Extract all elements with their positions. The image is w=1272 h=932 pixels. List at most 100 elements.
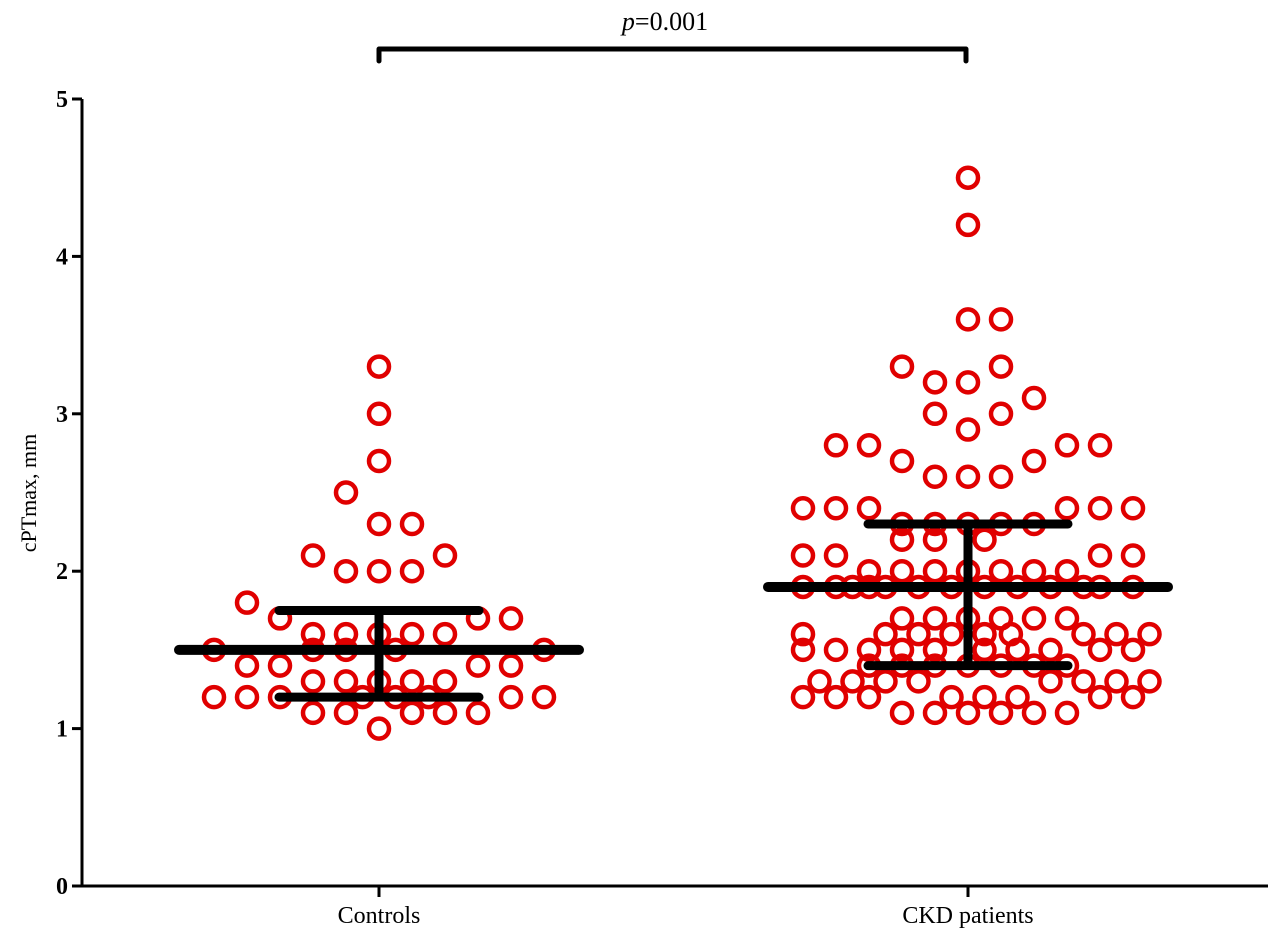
data-point: [465, 700, 491, 726]
data-point: [1120, 684, 1146, 710]
data-point: [955, 212, 981, 238]
data-point: [234, 653, 260, 678]
y-tick-label: 2: [56, 559, 68, 585]
y-tick-label: 4: [56, 244, 68, 270]
data-point: [366, 558, 392, 584]
data-point: [234, 590, 260, 615]
data-point: [201, 684, 227, 710]
data-point: [889, 637, 915, 663]
data-point: [1054, 558, 1080, 584]
data-point: [1021, 448, 1047, 474]
data-point: [531, 684, 557, 710]
summary-bars: [174, 606, 584, 702]
significance-bracket: [376, 46, 969, 64]
data-point: [399, 511, 425, 537]
data-point: [366, 354, 392, 379]
data-point: [366, 448, 392, 474]
data-point: [300, 700, 326, 726]
data-point: [807, 669, 832, 694]
y-axis-title: cPTmax, mm: [16, 434, 41, 553]
x-category-label: Controls: [338, 903, 421, 929]
data-point: [267, 653, 293, 678]
data-point: [300, 621, 326, 647]
data-point: [988, 464, 1014, 490]
data-point: [939, 684, 964, 710]
data-point: [366, 401, 392, 427]
data-point: [1071, 621, 1096, 647]
data-point: [1087, 684, 1113, 710]
data-point: [790, 684, 816, 710]
data-point: [922, 606, 948, 631]
data-point: [1104, 621, 1129, 647]
p-value-symbol: p: [620, 7, 635, 36]
summary-bars: [763, 519, 1173, 671]
data-point: [1087, 433, 1113, 458]
y-tick-label: 3: [56, 402, 68, 428]
data-point: [955, 165, 981, 190]
data-point: [1120, 543, 1146, 568]
data-point: [399, 558, 425, 584]
data-point: [972, 527, 997, 552]
data-point: [955, 700, 981, 726]
data-point: [790, 543, 816, 568]
y-tick-label: 5: [56, 87, 68, 113]
data-point: [988, 307, 1014, 332]
data-point: [1137, 621, 1162, 647]
data-point: [873, 669, 898, 694]
data-point: [1054, 606, 1080, 631]
data-point: [498, 606, 524, 631]
data-point: [856, 558, 882, 584]
data-point: [300, 543, 326, 568]
data-point: [955, 307, 981, 332]
data-point: [333, 558, 359, 584]
data-point: [1054, 495, 1080, 521]
data-point: [823, 543, 849, 568]
data-point: [498, 653, 524, 678]
data-point: [889, 354, 915, 379]
data-point: [790, 495, 816, 521]
p-value-text: =0.001: [635, 7, 708, 36]
data-point: [889, 448, 915, 474]
data-point: [790, 621, 816, 647]
data-point: [856, 433, 882, 458]
data-point: [856, 637, 882, 663]
data-point: [906, 669, 931, 694]
data-point: [1087, 495, 1113, 521]
data-point: [955, 464, 981, 490]
data-point: [1071, 669, 1096, 694]
data-point: [465, 653, 491, 678]
data-point: [906, 621, 931, 647]
data-point: [922, 558, 948, 584]
data-point: [1120, 495, 1146, 521]
data-point: [234, 684, 260, 710]
point-group: [201, 354, 557, 741]
data-point: [856, 684, 882, 710]
data-point: [333, 480, 359, 505]
data-point: [1137, 669, 1162, 694]
data-point: [823, 684, 849, 710]
data-point: [300, 669, 326, 694]
data-point: [1021, 606, 1047, 631]
data-point: [922, 700, 948, 726]
data-point: [1054, 700, 1080, 726]
data-point: [972, 637, 997, 663]
significance-annotation: p=0.001: [376, 7, 969, 64]
point-group: [790, 165, 1162, 726]
data-point: [366, 716, 392, 741]
data-point: [1120, 637, 1146, 663]
data-point: [399, 621, 425, 647]
y-tick-label: 0: [56, 874, 68, 900]
y-tick-label: 1: [56, 717, 68, 743]
data-point: [333, 700, 359, 726]
data-point: [873, 621, 898, 647]
data-point: [1005, 637, 1030, 663]
data-point: [498, 684, 524, 710]
x-category-label: CKD patients: [902, 903, 1033, 929]
data-point: [1087, 637, 1113, 663]
data-point: [399, 669, 425, 694]
data-point: [922, 370, 948, 395]
data-point: [955, 370, 981, 395]
data-point: [922, 401, 948, 427]
data-point: [840, 669, 865, 694]
